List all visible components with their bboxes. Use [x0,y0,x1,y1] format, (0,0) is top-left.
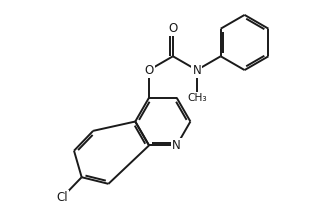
Text: O: O [168,22,177,35]
Text: Cl: Cl [57,191,69,204]
Text: N: N [192,64,201,77]
Text: CH₃: CH₃ [187,93,207,103]
Text: O: O [144,64,154,77]
Text: N: N [172,139,181,152]
